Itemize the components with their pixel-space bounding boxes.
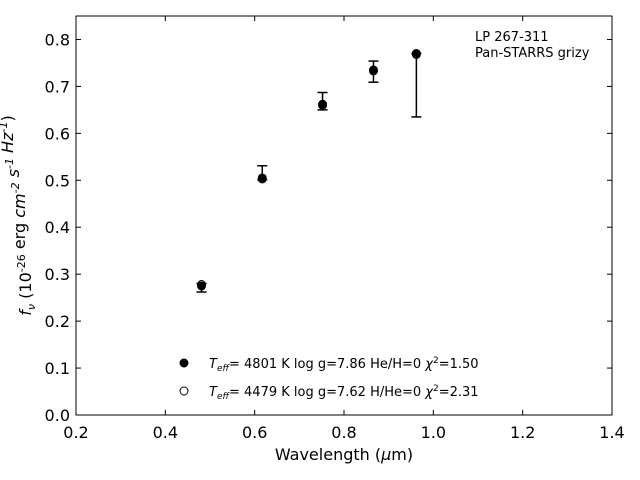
annotation-line: LP 267-311: [475, 30, 549, 45]
legend-label: Teff= 4479 K log g=7.62 H/He=0 χ2=2.31: [209, 384, 479, 402]
y-axis-label: fν (10-26 erg cm-2 s-1 Hz-1): [0, 115, 38, 315]
x-tick-label: 0.4: [153, 423, 178, 442]
legend-open-marker: [179, 386, 189, 396]
x-tick-label: 0.8: [331, 423, 356, 442]
y-tick-label: 0.0: [45, 406, 70, 425]
x-axis-label: Wavelength (μm): [275, 445, 413, 464]
y-tick-label: 0.4: [45, 218, 70, 237]
legend-filled-marker: [179, 358, 189, 368]
x-tick-label: 0.6: [242, 423, 267, 442]
filled-model-point: [368, 65, 378, 75]
y-tick-label: 0.1: [45, 359, 70, 378]
x-tick-label: 0.2: [63, 423, 88, 442]
x-tick-label: 1.4: [599, 423, 624, 442]
text-layer: 0.2 0.4 0.6 0.8 1.0 1.2 1.4 0.0 0.1 0.2 0.3 0.4 0.5 0…: [0, 30, 625, 464]
plot-frame: [75, 15, 613, 416]
y-tick-label: 0.6: [45, 124, 70, 143]
filled-model-point: [318, 99, 328, 109]
y-tick-label: 0.7: [45, 77, 70, 96]
points-layer: [197, 49, 421, 291]
y-tick-label: 0.2: [45, 312, 70, 331]
y-tick-label: 0.5: [45, 171, 70, 190]
legend-label: Teff= 4801 K log g=7.86 He/H=0 χ2=1.50: [209, 356, 479, 374]
filled-model-point: [257, 173, 267, 183]
filled-model-point: [197, 281, 207, 291]
ticks-layer: [75, 16, 613, 416]
x-tick-label: 1.2: [510, 423, 535, 442]
annotation-line: Pan-STARRS grizy: [475, 46, 590, 61]
filled-model-point: [411, 49, 421, 59]
svg-text:fν (10-26 erg cm-2 s-1 Hz-1): fν (10-26 erg cm-2 s-1 Hz-1): [0, 115, 38, 315]
y-tick-label: 0.3: [45, 265, 70, 284]
y-tick-label: 0.8: [45, 30, 70, 49]
x-tick-label: 1.0: [421, 423, 446, 442]
errorbars-layer: [196, 52, 422, 293]
